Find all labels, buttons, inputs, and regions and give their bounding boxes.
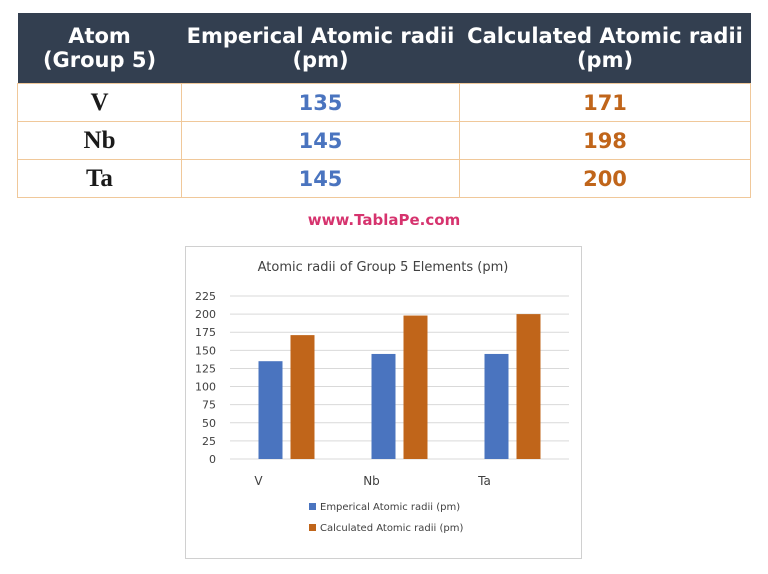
bar-chart: Atomic radii of Group 5 Elements (pm) 0 25… bbox=[195, 260, 569, 534]
atom-cell: Ta bbox=[17, 159, 182, 198]
legend-swatch bbox=[309, 524, 316, 531]
x-tick-label: Ta bbox=[477, 474, 491, 488]
atom-cell: V bbox=[17, 83, 182, 122]
y-tick-label: 125 bbox=[195, 362, 216, 375]
bar-nb-calculated bbox=[403, 315, 428, 459]
legend-label: Emperical Atomic radii (pm) bbox=[320, 502, 460, 513]
legend-label: Calculated Atomic radii (pm) bbox=[320, 523, 463, 534]
x-tick-label: V bbox=[254, 474, 263, 488]
table-row: Ta 145 200 bbox=[17, 159, 751, 198]
source-watermark: www.TablaPe.com bbox=[307, 211, 461, 229]
bar-nb-empirical bbox=[371, 353, 396, 459]
empirical-cell: 145 bbox=[181, 121, 460, 160]
y-tick-label: 25 bbox=[202, 435, 216, 448]
table-row: V 135 171 bbox=[17, 83, 751, 122]
bar-v-empirical bbox=[258, 361, 283, 459]
calculated-cell: 171 bbox=[459, 83, 751, 122]
bar-ta-calculated bbox=[516, 314, 541, 459]
header-calculated: Calculated Atomic radii (pm) bbox=[459, 13, 751, 84]
calculated-cell: 198 bbox=[459, 121, 751, 160]
bar-ta-empirical bbox=[484, 353, 509, 459]
y-tick-label: 0 bbox=[209, 453, 216, 466]
table-row: Nb 145 198 bbox=[17, 121, 751, 160]
legend-swatch bbox=[309, 503, 316, 510]
y-tick-label: 200 bbox=[195, 308, 216, 321]
header-atom: Atom (Group 5) bbox=[17, 13, 182, 84]
atom-cell: Nb bbox=[17, 121, 182, 160]
chart-title: Atomic radii of Group 5 Elements (pm) bbox=[258, 260, 509, 275]
calculated-cell: 200 bbox=[459, 159, 751, 198]
header-empirical: Emperical Atomic radii (pm) bbox=[181, 13, 460, 84]
radii-table: Atom (Group 5) Emperical Atomic radii (p… bbox=[17, 13, 751, 198]
y-tick-label: 50 bbox=[202, 417, 216, 430]
table-header-row: Atom (Group 5) Emperical Atomic radii (p… bbox=[17, 13, 751, 84]
y-tick-label: 175 bbox=[195, 326, 216, 339]
y-tick-label: 225 bbox=[195, 290, 216, 303]
chart-container: Atomic radii of Group 5 Elements (pm) 0 25… bbox=[185, 246, 582, 559]
empirical-cell: 135 bbox=[181, 83, 460, 122]
bar-v-calculated bbox=[290, 335, 315, 459]
empirical-cell: 145 bbox=[181, 159, 460, 198]
y-tick-label: 75 bbox=[202, 399, 216, 412]
x-tick-label: Nb bbox=[363, 474, 380, 488]
y-tick-label: 100 bbox=[195, 381, 216, 394]
y-tick-label: 150 bbox=[195, 344, 216, 357]
